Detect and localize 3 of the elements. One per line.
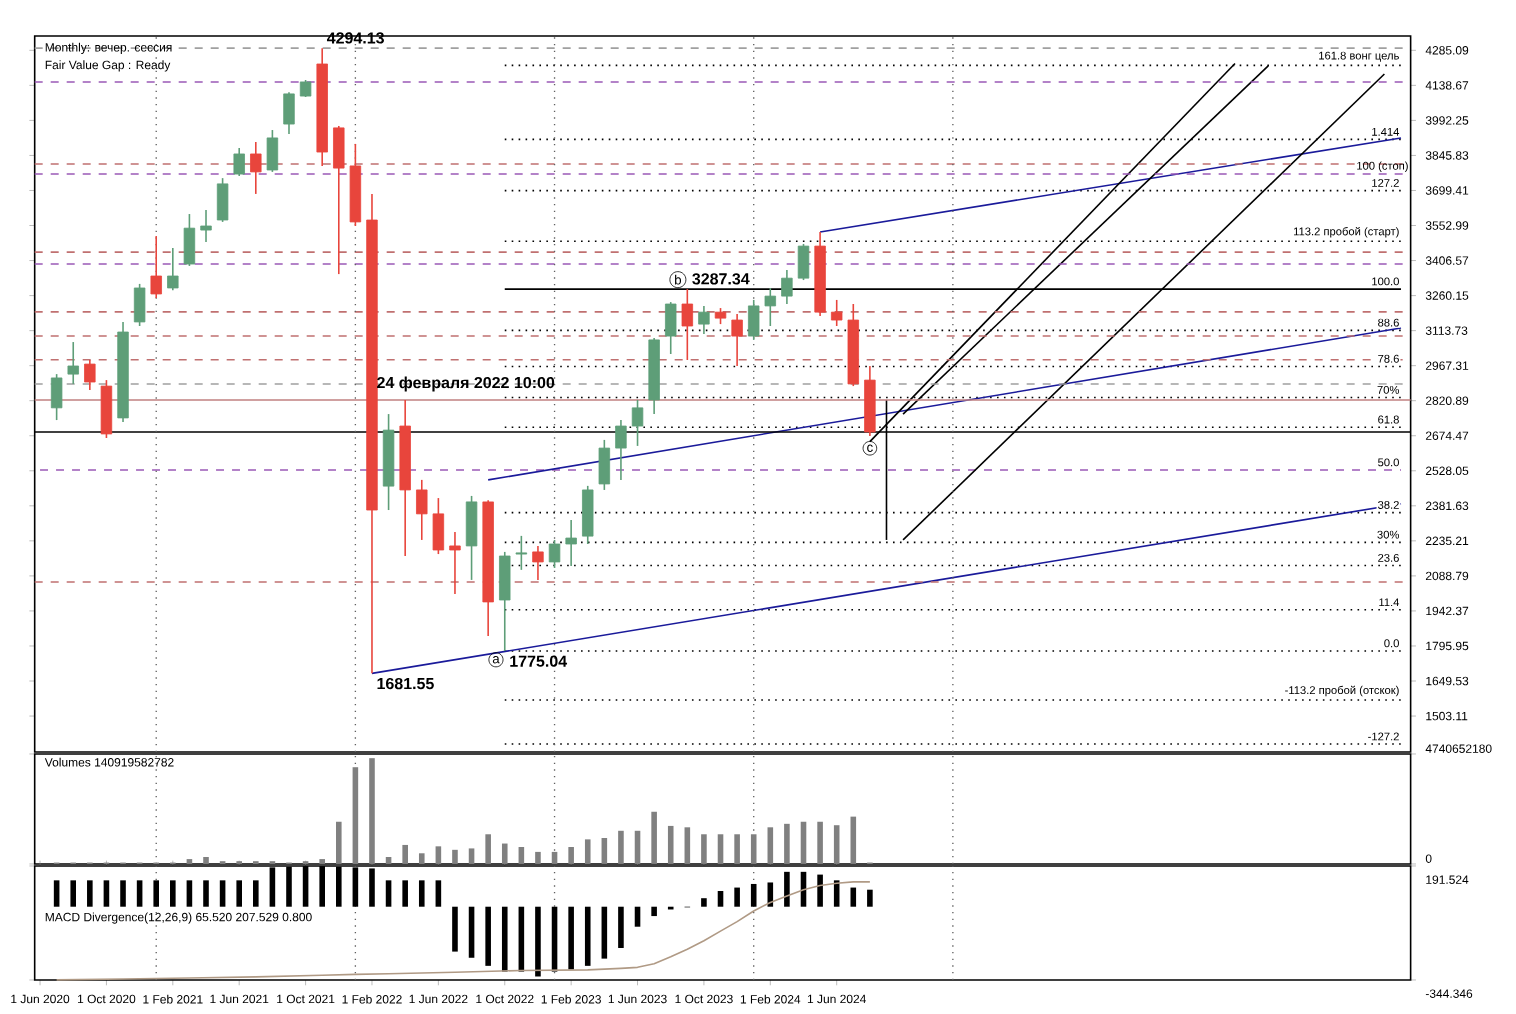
annotation: 1681.55 (377, 677, 434, 690)
annotation: 3287.34 (692, 273, 750, 285)
annotation: 1775.04 (510, 655, 568, 667)
